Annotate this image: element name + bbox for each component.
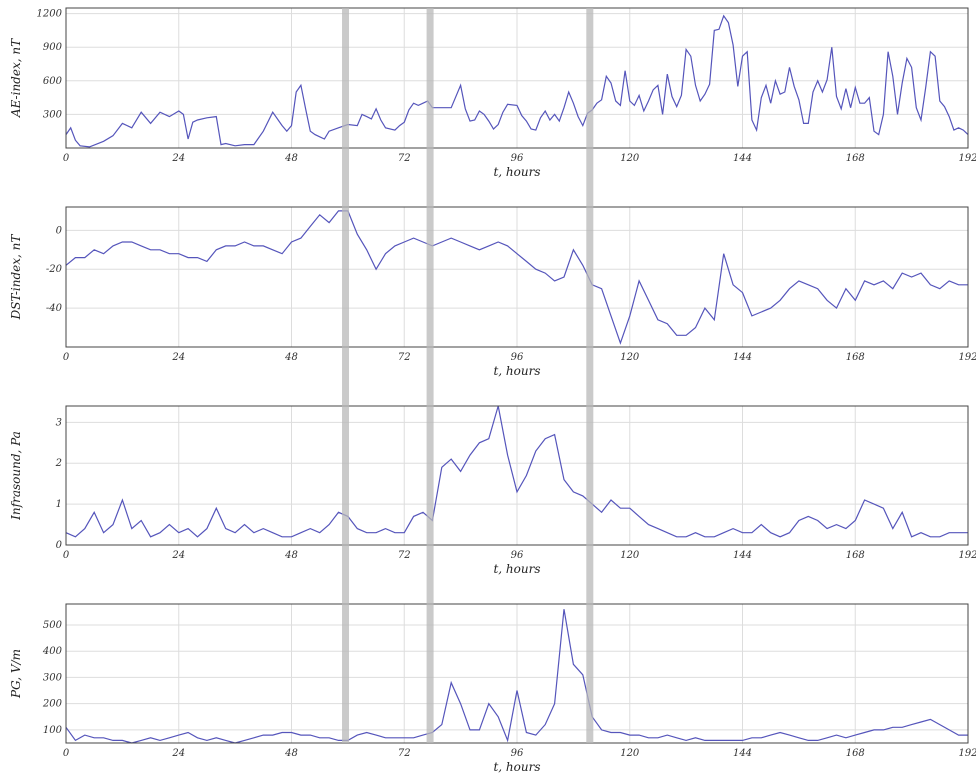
y-tick-label: 400 [42, 646, 63, 657]
y-tick-label: 0 [56, 540, 63, 551]
x-tick-label: 0 [63, 748, 70, 759]
y-tick-label: -20 [46, 264, 63, 275]
x-tick-label: 120 [620, 153, 640, 164]
x-tick-label: 72 [398, 352, 411, 363]
x-axis-label: t, hours [493, 760, 540, 774]
x-tick-label: 168 [846, 550, 865, 561]
y-tick-label: 600 [43, 76, 63, 87]
x-tick-label: 24 [171, 352, 185, 363]
x-axis-label: t, hours [493, 562, 540, 576]
series-line [65, 609, 968, 744]
x-tick-label: 168 [846, 352, 865, 363]
x-tick-label: 144 [733, 550, 752, 561]
x-tick-label: 96 [511, 352, 524, 363]
axes-frame [65, 206, 969, 348]
x-tick-label: 144 [733, 748, 752, 759]
x-tick-label: 72 [398, 550, 411, 561]
x-tick-label: 96 [511, 550, 524, 561]
panel-4: 0 24 48 72 96 120 144 168 192 100 200 300 400 500 t, h… [9, 603, 976, 774]
x-tick-label: 168 [846, 153, 865, 164]
axes-frame [65, 405, 969, 546]
x-tick-label: 0 [63, 352, 70, 363]
y-tick-label: 1200 [37, 9, 63, 20]
axes-frame [65, 7, 969, 149]
y-tick-label: 0 [56, 225, 63, 236]
y-tick-label: 1 [56, 499, 62, 510]
x-axis-label: t, hours [493, 364, 540, 378]
panel-1: 0 24 48 72 96 120 144 168 192 300 600 900 1200 t, hou… [9, 7, 976, 179]
panel-3: 0 24 48 72 96 120 144 168 192 0 1 2 3 t, hours Infraso… [9, 405, 976, 576]
y-axis-label: Infrasound, Pa [9, 431, 23, 521]
x-tick-label: 120 [620, 550, 640, 561]
x-tick-label: 120 [620, 748, 640, 759]
y-tick-label: 300 [43, 109, 63, 120]
series-line [65, 405, 968, 538]
x-tick-label: 48 [284, 550, 298, 561]
x-tick-label: 96 [511, 748, 524, 759]
x-tick-label: 144 [733, 352, 752, 363]
x-tick-label: 120 [620, 352, 640, 363]
x-tick-label: 168 [846, 748, 865, 759]
event-band [342, 8, 350, 743]
x-tick-label: 192 [958, 153, 976, 164]
axes-frame [65, 603, 969, 744]
x-tick-label: 72 [398, 748, 411, 759]
x-tick-label: 0 [63, 153, 70, 164]
x-tick-label: 144 [733, 153, 752, 164]
y-axis-label: DST-index, nT [9, 234, 23, 321]
y-axis-label: PG, V/m [9, 649, 23, 699]
y-tick-label: 900 [43, 42, 63, 53]
y-tick-label: 300 [43, 672, 63, 683]
x-tick-label: 48 [284, 153, 298, 164]
y-tick-label: 2 [55, 458, 62, 469]
event-band [586, 8, 594, 743]
x-tick-label: 24 [171, 153, 185, 164]
y-tick-label: 200 [42, 699, 63, 710]
y-tick-label: -40 [46, 303, 63, 314]
x-tick-label: 24 [171, 550, 185, 561]
panel-2: 0 24 48 72 96 120 144 168 192 -40 -20 0 t, hours DST-… [9, 206, 976, 378]
x-tick-label: 72 [398, 153, 411, 164]
x-tick-label: 192 [958, 550, 976, 561]
x-tick-label: 24 [171, 748, 185, 759]
event-band [426, 8, 434, 743]
x-axis-label: t, hours [493, 165, 540, 179]
series-line [65, 14, 969, 148]
y-tick-label: 3 [56, 417, 62, 428]
x-tick-label: 192 [958, 352, 976, 363]
series-line [65, 210, 968, 345]
y-tick-label: 500 [43, 620, 63, 631]
y-axis-label: AE-index, nT [9, 38, 23, 118]
x-tick-label: 192 [958, 748, 976, 759]
x-tick-label: 0 [63, 550, 70, 561]
x-tick-label: 48 [284, 352, 298, 363]
x-tick-label: 96 [511, 153, 524, 164]
y-tick-label: 100 [43, 725, 63, 736]
x-tick-label: 48 [284, 748, 298, 759]
